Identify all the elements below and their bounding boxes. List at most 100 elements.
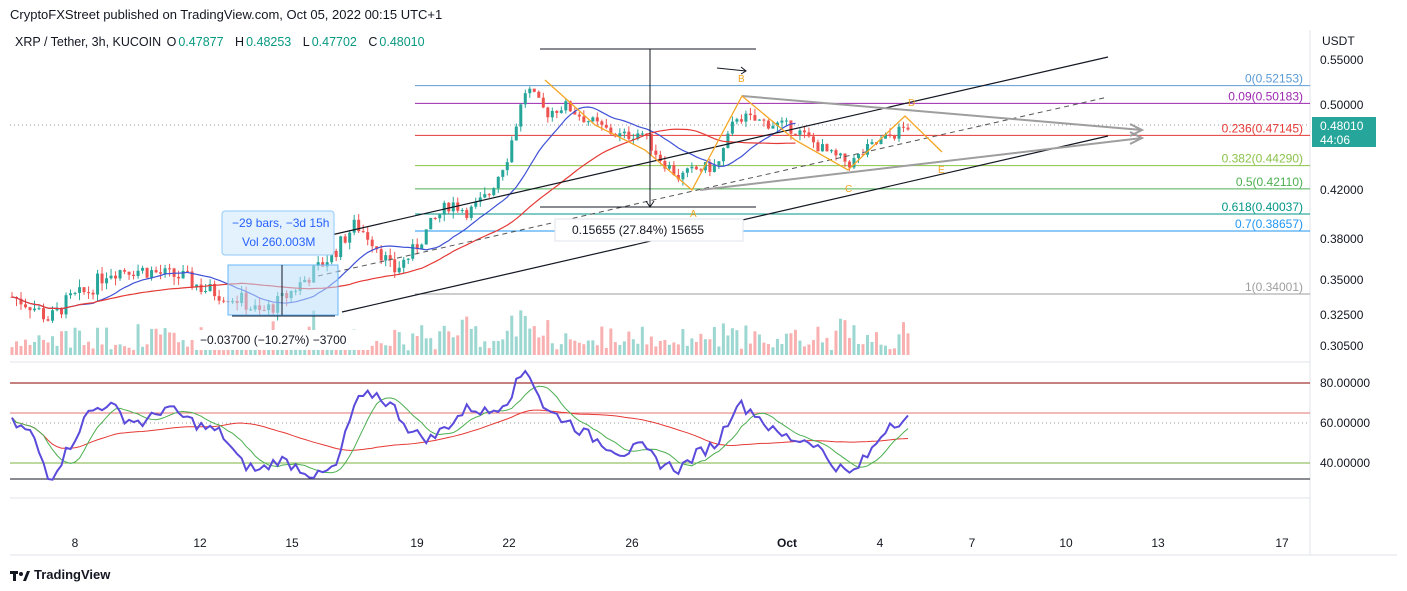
wave-label-d: D xyxy=(908,98,915,109)
candle xyxy=(316,262,320,266)
candle xyxy=(793,133,797,135)
volume-bar xyxy=(384,345,388,355)
volume-bar xyxy=(897,334,901,355)
volume-bar xyxy=(78,330,82,355)
candle xyxy=(19,298,23,305)
candle xyxy=(402,259,406,268)
volume-bar xyxy=(163,328,167,355)
candle xyxy=(865,143,869,155)
open-label: O xyxy=(166,35,177,49)
candle xyxy=(87,292,91,294)
fib-level-label: 0.09(0.50183) xyxy=(1228,89,1303,103)
price-tick: 0.50000 xyxy=(1320,98,1364,112)
volume-bar xyxy=(96,327,100,355)
candle xyxy=(105,278,109,284)
candle xyxy=(753,115,757,121)
price-tick: 0.38000 xyxy=(1320,232,1364,246)
tradingview-logo[interactable]: TradingView xyxy=(10,567,110,582)
candle xyxy=(825,144,829,152)
volume-bar xyxy=(150,328,154,355)
candle xyxy=(186,270,190,272)
volume-bar xyxy=(811,340,815,355)
volume-bar xyxy=(559,344,563,355)
time-tick: 22 xyxy=(502,536,516,550)
volume-bar xyxy=(730,328,734,355)
volume-bar xyxy=(753,331,757,355)
time-tick: 12 xyxy=(193,536,207,550)
volume-bar xyxy=(298,345,302,355)
candle xyxy=(370,239,374,247)
symbol-name[interactable]: XRP / Tether, 3h, KUCOIN xyxy=(15,35,162,49)
volume-bar xyxy=(316,348,320,355)
date-range-box xyxy=(227,264,339,316)
volume-bar xyxy=(901,322,905,355)
candle xyxy=(604,124,608,128)
candle xyxy=(735,119,739,122)
volume-bar xyxy=(253,345,257,355)
candle xyxy=(744,113,748,122)
volume-bar xyxy=(762,342,766,355)
volume-bar xyxy=(829,350,833,355)
volume-bar xyxy=(141,346,145,355)
candle xyxy=(780,120,784,123)
volume-bar xyxy=(10,347,14,355)
candle xyxy=(726,133,730,149)
volume-bar xyxy=(397,332,401,355)
candle xyxy=(460,209,464,211)
fib-level-label: 0.236(0.47145) xyxy=(1222,121,1303,135)
volume-bar xyxy=(856,343,860,355)
candle xyxy=(667,165,671,169)
candle xyxy=(154,270,158,273)
volume-bar xyxy=(879,344,883,355)
range-info-box xyxy=(221,210,335,256)
candle xyxy=(546,107,550,118)
volume-bar xyxy=(874,332,878,355)
volume-bar xyxy=(649,336,653,355)
volume-bar xyxy=(667,344,671,355)
candle xyxy=(150,270,154,278)
candle xyxy=(109,275,113,279)
volume-bar xyxy=(195,345,199,355)
volume-bar xyxy=(541,335,545,355)
rsi-line xyxy=(11,369,909,481)
candle xyxy=(550,110,554,118)
volume-bar xyxy=(186,346,190,355)
volume-bar xyxy=(771,347,775,355)
rsi-tick: 40.00000 xyxy=(1320,456,1370,470)
wave-pattern xyxy=(544,79,943,192)
volume-bar xyxy=(154,328,158,355)
candle xyxy=(798,130,802,135)
candle xyxy=(892,135,896,139)
volume-bar xyxy=(118,344,122,355)
candle xyxy=(136,270,140,276)
low-value: 0.47702 xyxy=(311,35,357,49)
fib-level-label: 0.5(0.42110) xyxy=(1236,175,1303,189)
volume-bar xyxy=(748,343,752,355)
volume-bar xyxy=(622,341,626,355)
volume-bar xyxy=(523,315,527,355)
candle xyxy=(870,142,874,144)
last-price-value: 0.48010 xyxy=(1320,119,1364,133)
candle xyxy=(816,142,820,152)
candle xyxy=(600,121,604,125)
volume-bar xyxy=(636,343,640,355)
volume-bar xyxy=(73,327,77,355)
candle xyxy=(640,133,644,135)
candle xyxy=(91,292,95,295)
measure-down-box xyxy=(194,330,370,350)
candle xyxy=(631,138,635,140)
candle xyxy=(829,150,833,152)
volume-bar xyxy=(618,344,622,355)
volume-bar xyxy=(820,342,824,355)
arrow-head-2 xyxy=(1129,131,1145,145)
volume-bar xyxy=(690,338,694,355)
volume-bar xyxy=(573,340,577,355)
candle xyxy=(627,131,631,140)
high-label: H xyxy=(235,35,245,49)
volume-bar xyxy=(604,347,608,355)
publisher-header: CryptoFXStreet published on TradingView.… xyxy=(10,7,443,22)
volume-bar xyxy=(582,344,586,355)
candle xyxy=(217,296,221,301)
candle xyxy=(339,236,343,258)
